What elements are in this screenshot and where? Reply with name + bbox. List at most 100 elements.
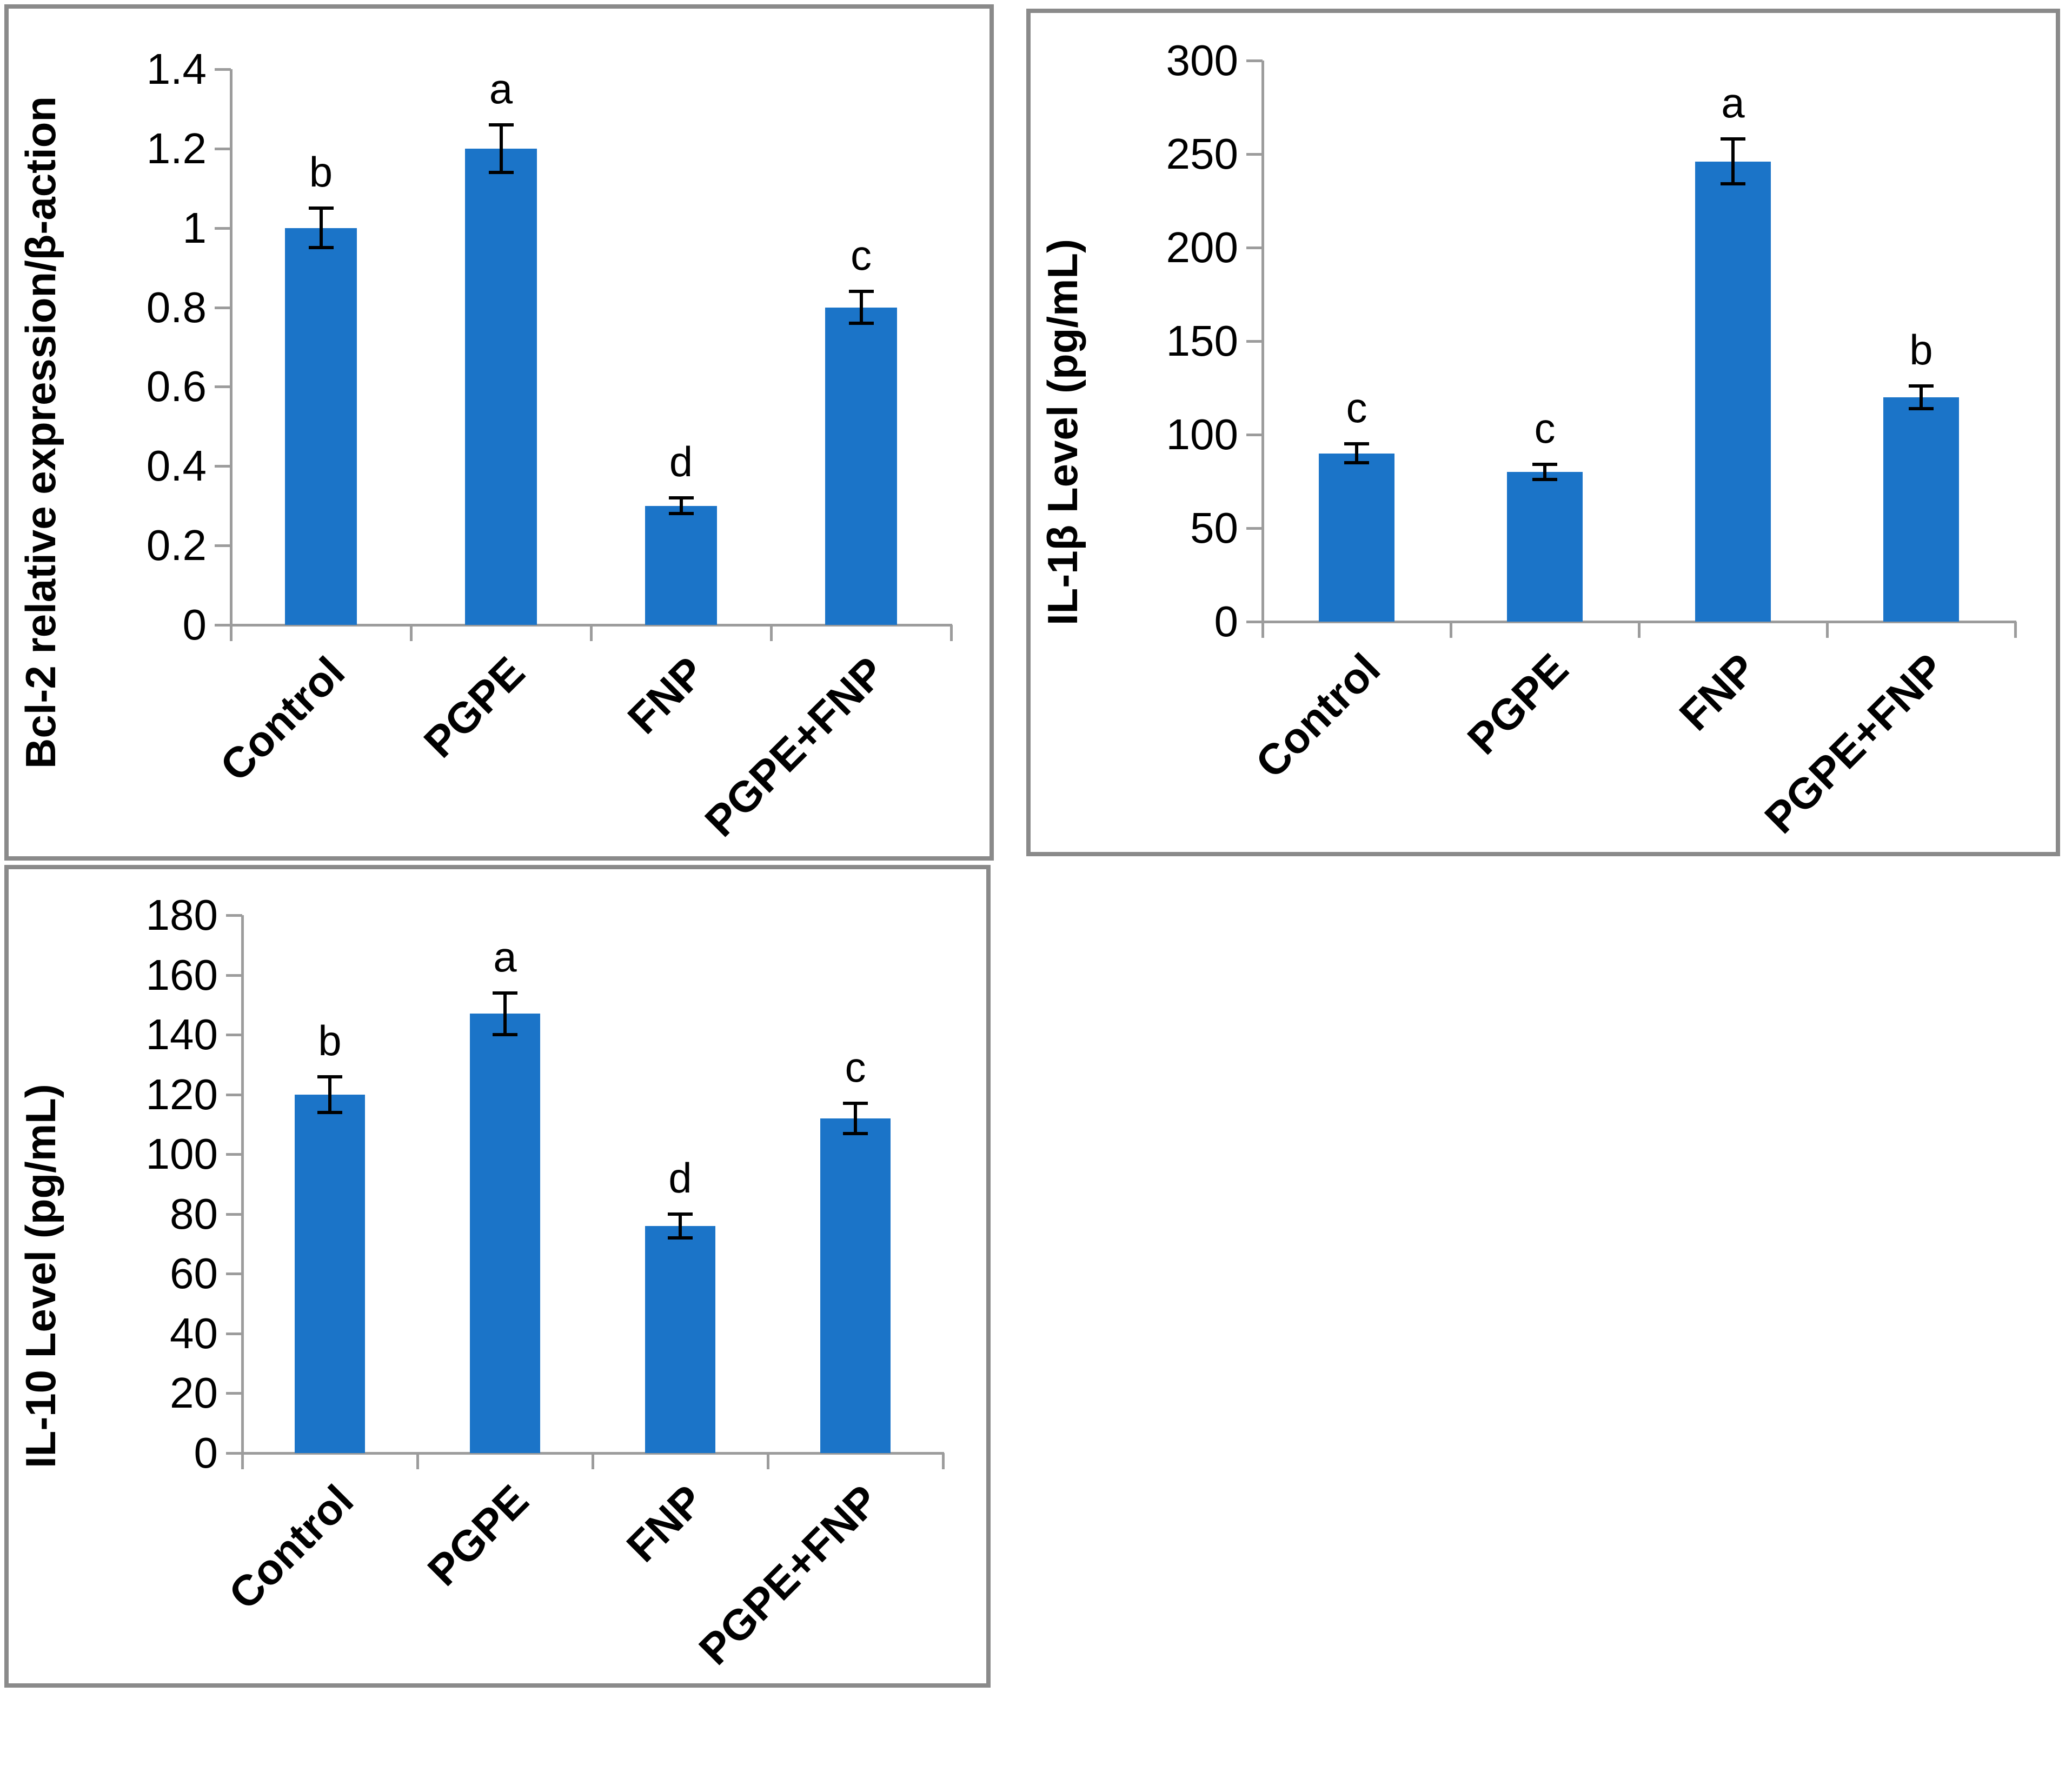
error-bar-cap-bottom (1909, 407, 1934, 410)
bar (1695, 161, 1771, 622)
error-bar-line (1355, 444, 1358, 463)
y-tick-mark (226, 974, 242, 977)
chart-panel-il1b: IL-1β Level (pg/mL) 0 50 100 150 200 250 300 c C… (1026, 9, 2060, 856)
y-tick-label: 60 (170, 1249, 218, 1298)
bar (295, 1094, 365, 1453)
y-tick-mark (1246, 153, 1263, 156)
error-bar-cap-top (1909, 384, 1934, 388)
error-bar-line (854, 1103, 857, 1134)
y-tick-mark (1246, 246, 1263, 249)
plot-area: 0 50 100 150 200 250 300 c Control c PGPE a FNP b PGPE… (1031, 13, 2056, 852)
y-tick-label: 100 (1166, 410, 1238, 458)
significance-letter: d (669, 438, 693, 486)
x-tick-mark (410, 625, 413, 641)
error-bar-cap-top (668, 496, 694, 500)
x-tick-mark (770, 625, 773, 641)
error-bar-cap-bottom (308, 246, 334, 250)
error-bar-cap-top (1344, 442, 1369, 446)
y-tick-mark (1246, 340, 1263, 343)
x-category-label: Control (220, 1476, 363, 1619)
significance-letter: c (1534, 404, 1556, 452)
significance-letter: c (845, 1043, 866, 1091)
y-tick-label: 100 (145, 1130, 218, 1178)
y-tick-mark (215, 226, 231, 230)
y-tick-label: 40 (170, 1309, 218, 1357)
y-tick-label: 0.4 (146, 442, 207, 490)
error-bar-cap-bottom (1532, 478, 1557, 482)
y-tick-label: 80 (170, 1189, 218, 1238)
error-bar-cap-top (1721, 137, 1745, 141)
error-bar-line (1731, 139, 1735, 184)
y-tick-label: 140 (145, 1010, 218, 1059)
error-bar-line (328, 1076, 331, 1112)
error-bar-cap-bottom (493, 1033, 517, 1037)
y-axis-line (230, 69, 233, 641)
chart-panel-bcl2: Bcl-2 relative expression/β-action 0 0.2 0… (4, 4, 994, 861)
y-tick-label: 160 (145, 950, 218, 999)
y-tick-label: 0 (182, 601, 207, 649)
y-tick-label: 1 (182, 203, 207, 252)
x-tick-mark (1450, 622, 1452, 638)
y-tick-label: 1.2 (146, 124, 207, 172)
y-tick-label: 300 (1166, 36, 1238, 84)
bar (284, 228, 357, 625)
y-tick-label: 180 (145, 891, 218, 939)
y-tick-label: 150 (1166, 317, 1238, 365)
error-bar-cap-top (1532, 463, 1557, 467)
y-tick-mark (215, 147, 231, 150)
y-tick-mark (226, 1153, 242, 1156)
plot-area: 0 20 40 60 80 100 120 140 160 180 b Control a PGPE d FN… (9, 869, 986, 1683)
bar (1883, 397, 1959, 622)
bar (820, 1118, 891, 1453)
bar (645, 505, 718, 625)
significance-letter: a (489, 64, 513, 112)
x-axis-line (227, 1452, 944, 1455)
x-category-label: PGPE+FNP (689, 1476, 888, 1674)
x-tick-mark (767, 1453, 769, 1469)
bar (464, 148, 537, 625)
y-tick-label: 50 (1190, 504, 1238, 552)
x-tick-mark (950, 625, 953, 641)
significance-letter: b (1909, 326, 1933, 374)
significance-letter: d (668, 1154, 692, 1202)
x-tick-mark (590, 625, 593, 641)
y-axis-line (241, 915, 244, 1469)
significance-letter: b (318, 1016, 342, 1064)
bar (470, 1014, 540, 1453)
bar (1319, 453, 1394, 622)
error-bar-cap-top (488, 123, 514, 126)
bar (645, 1225, 715, 1453)
significance-letter: c (1346, 384, 1367, 432)
error-bar-cap-top (493, 991, 517, 995)
y-axis-line (1261, 61, 1264, 638)
y-tick-mark (215, 68, 231, 71)
x-tick-mark (592, 1453, 594, 1469)
bar (1507, 472, 1583, 622)
error-bar-cap-bottom (843, 1131, 868, 1135)
y-tick-label: 250 (1166, 130, 1238, 178)
y-tick-mark (226, 1034, 242, 1037)
error-bar-cap-top (317, 1075, 342, 1078)
error-bar-line (1543, 464, 1546, 480)
error-bar-cap-bottom (488, 170, 514, 174)
x-category-label: PGPE (418, 1476, 538, 1595)
x-tick-mark (942, 1453, 945, 1469)
x-axis-line (216, 624, 952, 627)
error-bar-cap-top (848, 290, 874, 294)
error-bar-line (1920, 386, 1923, 409)
y-tick-mark (215, 624, 231, 627)
y-tick-mark (215, 306, 231, 309)
x-category-label: FNP (617, 1476, 713, 1571)
significance-letter: c (851, 231, 872, 279)
error-bar-cap-bottom (317, 1110, 342, 1114)
y-tick-label: 20 (170, 1369, 218, 1417)
y-tick-mark (1246, 527, 1263, 530)
y-tick-mark (1246, 59, 1263, 62)
y-tick-mark (226, 1272, 242, 1276)
plot-area: 0 0.2 0.4 0.6 0.8 1 1.2 1.4 b Control a PGPE d FNP c PG… (9, 9, 989, 856)
error-bar-cap-top (308, 206, 334, 210)
y-tick-label: 1.4 (146, 45, 207, 93)
y-tick-mark (1246, 434, 1263, 436)
y-tick-mark (226, 1093, 242, 1096)
y-tick-label: 120 (145, 1070, 218, 1118)
